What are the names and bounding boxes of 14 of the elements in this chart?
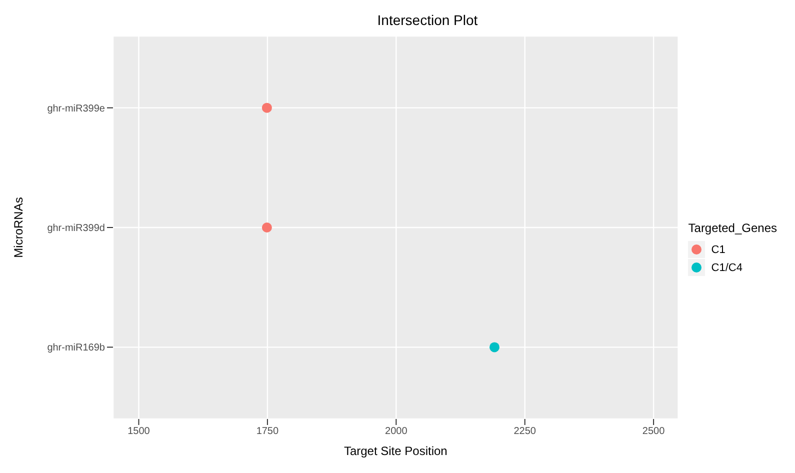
x-tick-label: 2500 bbox=[642, 426, 666, 438]
y-tick-label: ghr-miR169b bbox=[47, 342, 106, 354]
x-axis-title: Target Site Position bbox=[344, 444, 448, 458]
x-tick-label: 1750 bbox=[256, 426, 280, 438]
x-tick-label: 2000 bbox=[385, 426, 408, 438]
y-tick-label: ghr-miR399d bbox=[47, 223, 105, 234]
legend-label: C1 bbox=[711, 244, 726, 256]
y-axis-title: MicroRNAs bbox=[11, 197, 26, 258]
chart-title: Intersection Plot bbox=[376, 11, 479, 30]
legend-title: Targeted_Genes bbox=[688, 220, 777, 234]
y-tick-label: ghr-miR399e bbox=[47, 103, 106, 114]
x-tick-label: 2250 bbox=[514, 426, 536, 438]
legend-label: C1/C4 bbox=[711, 262, 742, 274]
x-tick-label: 1500 bbox=[128, 426, 150, 438]
